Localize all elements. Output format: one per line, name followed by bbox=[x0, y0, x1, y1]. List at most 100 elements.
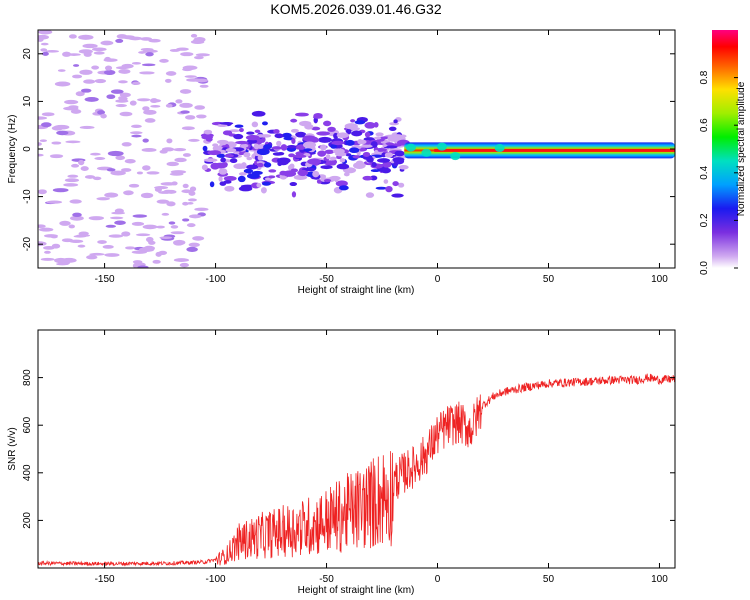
noise-blob bbox=[385, 142, 395, 146]
noise-blob bbox=[121, 168, 132, 172]
noise-blob bbox=[110, 89, 124, 94]
noise-blob bbox=[264, 177, 272, 181]
noise-blob bbox=[336, 163, 350, 170]
line-y-tick-label: 600 bbox=[22, 416, 33, 433]
noise-blob bbox=[241, 162, 247, 169]
noise-blob bbox=[70, 109, 82, 114]
noise-blob bbox=[195, 53, 210, 57]
noise-blob bbox=[188, 138, 200, 142]
noise-blob bbox=[67, 53, 81, 56]
noise-blob bbox=[131, 81, 141, 85]
noise-blob bbox=[169, 172, 184, 176]
noise-blob bbox=[316, 131, 331, 136]
noise-blob bbox=[238, 186, 253, 192]
noise-blob bbox=[323, 120, 332, 127]
noise-blob bbox=[75, 91, 85, 97]
noise-blob bbox=[71, 163, 80, 168]
noise-blob bbox=[44, 250, 51, 254]
snr-line bbox=[38, 373, 675, 567]
noise-blob bbox=[350, 119, 356, 123]
colorbar-tick-label: 0.8 bbox=[699, 70, 710, 84]
heatmap-x-tick-label: -150 bbox=[95, 274, 115, 285]
noise-blob bbox=[323, 178, 332, 183]
noise-blob bbox=[223, 176, 237, 181]
noise-blob bbox=[225, 148, 237, 153]
noise-blob bbox=[97, 240, 107, 244]
noise-blob bbox=[366, 156, 374, 163]
noise-blob bbox=[210, 162, 220, 170]
noise-blob bbox=[73, 64, 80, 67]
noise-blob bbox=[243, 151, 251, 158]
noise-blob bbox=[256, 148, 270, 156]
noise-blob bbox=[397, 182, 405, 188]
noise-blob bbox=[159, 58, 169, 63]
heatmap-x-tick-label: 0 bbox=[435, 274, 441, 285]
noise-blob bbox=[61, 238, 74, 243]
noise-blob bbox=[78, 49, 93, 54]
noise-blob bbox=[106, 168, 116, 172]
noise-blob bbox=[187, 198, 197, 202]
heatmap-y-tick-label: 10 bbox=[22, 95, 33, 107]
noise-blob bbox=[181, 189, 192, 194]
noise-blob bbox=[384, 152, 394, 158]
noise-blob bbox=[118, 69, 131, 74]
noise-blob bbox=[93, 51, 105, 55]
noise-blob bbox=[280, 144, 288, 151]
noise-blob bbox=[182, 201, 189, 206]
noise-blob bbox=[68, 224, 75, 229]
noise-blob bbox=[292, 154, 307, 159]
noise-blob bbox=[131, 62, 142, 65]
noise-blob bbox=[104, 56, 112, 62]
noise-blob bbox=[316, 179, 322, 184]
noise-blob bbox=[209, 181, 215, 188]
heatmap-x-tick-label: -50 bbox=[319, 274, 334, 285]
noise-blob bbox=[362, 175, 373, 181]
noise-blob bbox=[106, 94, 116, 100]
noise-blob bbox=[115, 66, 130, 70]
noise-blob bbox=[158, 250, 168, 255]
noise-blob bbox=[125, 246, 136, 250]
line-x-axis-label: Height of straight line (km) bbox=[298, 585, 415, 596]
noise-blob bbox=[218, 176, 223, 182]
noise-blob bbox=[251, 110, 266, 117]
noise-blob bbox=[165, 71, 177, 76]
noise-blob bbox=[351, 130, 363, 137]
heatmap-x-tick-label: -100 bbox=[206, 274, 226, 285]
noise-blob bbox=[388, 126, 397, 131]
noise-blob bbox=[180, 110, 190, 114]
signal-blob bbox=[421, 148, 432, 157]
noise-blob bbox=[143, 109, 157, 115]
noise-blob bbox=[219, 122, 234, 125]
noise-blob bbox=[38, 189, 47, 195]
noise-blob bbox=[166, 138, 173, 144]
noise-blob bbox=[301, 167, 316, 172]
noise-blob bbox=[393, 158, 405, 165]
heatmap-x-ticks: -150 -100 -50 0 50 100 bbox=[95, 30, 668, 285]
noise-blob bbox=[224, 154, 234, 158]
noise-blob bbox=[179, 89, 192, 94]
noise-blob bbox=[174, 157, 187, 163]
noise-blob bbox=[189, 186, 197, 192]
noise-blob bbox=[130, 131, 143, 135]
noise-blob bbox=[345, 153, 352, 157]
noise-blob bbox=[124, 158, 136, 164]
noise-blob bbox=[148, 240, 156, 245]
noise-blob bbox=[251, 121, 259, 128]
noise-blob bbox=[56, 130, 69, 136]
noise-blob bbox=[202, 145, 208, 152]
noise-blob bbox=[91, 47, 107, 52]
noise-blob bbox=[104, 192, 119, 198]
noise-blob bbox=[129, 100, 137, 106]
noise-blob bbox=[53, 124, 70, 130]
noise-blob bbox=[188, 214, 202, 219]
noise-blob bbox=[64, 99, 79, 105]
line-y-axis-label: SNR (v/v) bbox=[7, 427, 18, 470]
noise-blob bbox=[121, 231, 131, 237]
colorbar-tick-label: 0.4 bbox=[699, 165, 710, 179]
noise-blob bbox=[86, 255, 98, 260]
line-x-tick-label: 100 bbox=[651, 574, 668, 585]
noise-blob bbox=[100, 113, 107, 119]
noise-blob bbox=[107, 150, 124, 157]
noise-blob bbox=[348, 147, 360, 154]
heatmap-cells bbox=[38, 30, 410, 268]
